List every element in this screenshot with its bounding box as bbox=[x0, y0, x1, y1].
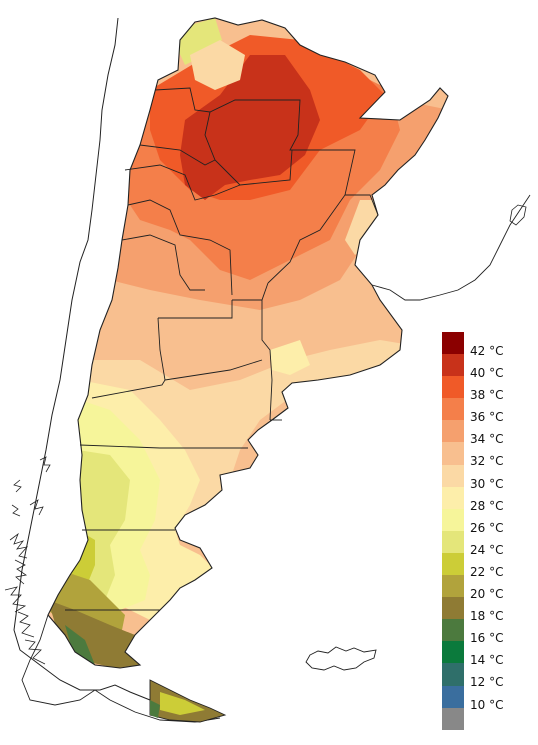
legend-swatch bbox=[442, 619, 464, 642]
legend-row: 14 °C bbox=[442, 641, 532, 667]
legend-label: 30 °C bbox=[470, 476, 504, 491]
legend-label: 38 °C bbox=[470, 388, 504, 403]
legend-row: 30 °C bbox=[442, 464, 532, 491]
legend-row: 36 °C bbox=[442, 398, 532, 424]
legend-label: 14 °C bbox=[470, 653, 504, 668]
legend-swatch bbox=[442, 641, 464, 664]
legend-row: 28 °C bbox=[442, 486, 532, 513]
legend-swatch bbox=[442, 508, 464, 531]
legend-row: 38 °C bbox=[442, 376, 532, 402]
legend-row: 42 °C bbox=[442, 332, 532, 358]
legend-swatch bbox=[442, 530, 464, 553]
legend-label: 12 °C bbox=[470, 675, 504, 690]
uruguay-coast bbox=[371, 194, 531, 301]
legend-label: 20 °C bbox=[470, 587, 504, 602]
legend-swatch bbox=[442, 420, 464, 443]
legend-swatch bbox=[442, 552, 464, 576]
legend-swatch bbox=[442, 464, 464, 487]
legend-label: 26 °C bbox=[470, 520, 504, 535]
legend-row: 16 °C bbox=[442, 619, 532, 645]
legend-row: 22 °C bbox=[442, 552, 532, 579]
legend-swatch bbox=[442, 398, 464, 421]
andes-border bbox=[21, 614, 221, 723]
malvinas-islands bbox=[305, 646, 377, 671]
legend-row: 26 °C bbox=[442, 508, 532, 535]
legend-row: 10 °C bbox=[442, 685, 532, 712]
chile-border bbox=[13, 17, 151, 701]
legend-label: 22 °C bbox=[470, 564, 504, 579]
legend-swatch bbox=[442, 575, 464, 598]
legend-label: 42 °C bbox=[470, 344, 504, 358]
legend-label: 40 °C bbox=[470, 366, 504, 381]
legend-label: 18 °C bbox=[470, 609, 504, 624]
legend-swatch bbox=[442, 685, 464, 708]
province-borders bbox=[65, 87, 379, 611]
temperature-legend: 42 °C 40 °C 38 °C 36 °C 34 °C 32 °C 30 °C 28 °C… bbox=[442, 332, 532, 730]
legend-label: 36 °C bbox=[470, 410, 504, 425]
legend-row: 32 °C bbox=[442, 442, 532, 468]
legend-row: 24 °C bbox=[442, 530, 532, 557]
legend-label: 10 °C bbox=[470, 697, 504, 712]
legend-row: 20 °C bbox=[442, 575, 532, 601]
legend-swatch bbox=[442, 376, 464, 399]
argentina-outline bbox=[47, 17, 449, 669]
legend-label: 34 °C bbox=[470, 432, 504, 447]
legend-label: 28 °C bbox=[470, 498, 504, 513]
legend-swatch bbox=[442, 486, 464, 509]
legend-swatch bbox=[442, 332, 464, 355]
legend-swatch bbox=[442, 707, 464, 730]
legend-swatch bbox=[442, 663, 464, 686]
legend-swatch bbox=[442, 597, 464, 620]
legend-row: 34 °C bbox=[442, 420, 532, 446]
legend-swatch bbox=[442, 354, 464, 377]
fjord-coastline bbox=[4, 456, 51, 665]
legend-label: 32 °C bbox=[470, 454, 504, 469]
atlantic-island bbox=[509, 204, 527, 226]
legend-row bbox=[442, 707, 532, 730]
legend-swatch bbox=[442, 442, 464, 465]
legend-row: 40 °C bbox=[442, 354, 532, 380]
legend-label: 24 °C bbox=[470, 542, 504, 557]
legend-row: 12 °C bbox=[442, 663, 532, 689]
legend-row: 18 °C bbox=[442, 597, 532, 623]
legend-label: 16 °C bbox=[470, 631, 504, 646]
